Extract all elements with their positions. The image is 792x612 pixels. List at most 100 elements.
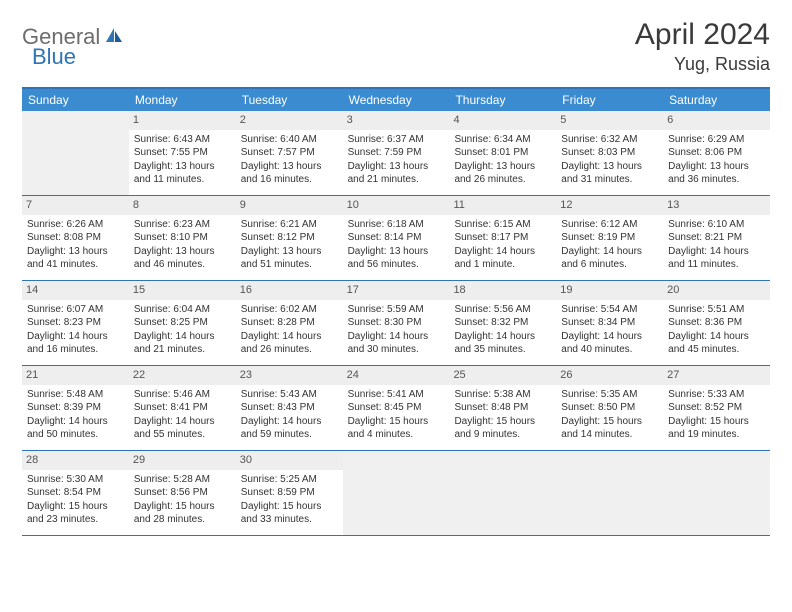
- daylight-text: and 23 minutes.: [27, 513, 124, 527]
- sunset-text: Sunset: 8:03 PM: [561, 146, 658, 160]
- sunset-text: Sunset: 8:19 PM: [561, 231, 658, 245]
- day-cell: 2Sunrise: 6:40 AMSunset: 7:57 PMDaylight…: [236, 111, 343, 195]
- sunrise-text: Sunrise: 6:10 AM: [668, 218, 765, 232]
- calendar-grid: SundayMondayTuesdayWednesdayThursdayFrid…: [22, 87, 770, 536]
- sunrise-text: Sunrise: 5:30 AM: [27, 473, 124, 487]
- daylight-text: and 11 minutes.: [668, 258, 765, 272]
- sunrise-text: Sunrise: 5:56 AM: [454, 303, 551, 317]
- weekday-header: Thursday: [449, 89, 556, 111]
- day-number: 3: [343, 111, 450, 130]
- daylight-text: and 45 minutes.: [668, 343, 765, 357]
- sunset-text: Sunset: 8:01 PM: [454, 146, 551, 160]
- day-number: 22: [129, 366, 236, 385]
- day-cell: 24Sunrise: 5:41 AMSunset: 8:45 PMDayligh…: [343, 366, 450, 450]
- daylight-text: and 50 minutes.: [27, 428, 124, 442]
- day-cell: 11Sunrise: 6:15 AMSunset: 8:17 PMDayligh…: [449, 196, 556, 280]
- daylight-text: Daylight: 13 hours: [348, 160, 445, 174]
- weekday-header-row: SundayMondayTuesdayWednesdayThursdayFrid…: [22, 89, 770, 111]
- sunset-text: Sunset: 8:54 PM: [27, 486, 124, 500]
- sunset-text: Sunset: 7:59 PM: [348, 146, 445, 160]
- day-cell: 30Sunrise: 5:25 AMSunset: 8:59 PMDayligh…: [236, 451, 343, 535]
- sunset-text: Sunset: 8:48 PM: [454, 401, 551, 415]
- daylight-text: and 26 minutes.: [454, 173, 551, 187]
- daylight-text: and 41 minutes.: [27, 258, 124, 272]
- sunrise-text: Sunrise: 6:26 AM: [27, 218, 124, 232]
- sunrise-text: Sunrise: 6:02 AM: [241, 303, 338, 317]
- sunrise-text: Sunrise: 5:59 AM: [348, 303, 445, 317]
- day-cell: 9Sunrise: 6:21 AMSunset: 8:12 PMDaylight…: [236, 196, 343, 280]
- daylight-text: Daylight: 14 hours: [27, 415, 124, 429]
- week-row: 7Sunrise: 6:26 AMSunset: 8:08 PMDaylight…: [22, 196, 770, 281]
- daylight-text: Daylight: 15 hours: [27, 500, 124, 514]
- sunset-text: Sunset: 8:14 PM: [348, 231, 445, 245]
- daylight-text: Daylight: 14 hours: [668, 330, 765, 344]
- day-number: 19: [556, 281, 663, 300]
- daylight-text: Daylight: 14 hours: [134, 330, 231, 344]
- day-number: 4: [449, 111, 556, 130]
- daylight-text: and 16 minutes.: [27, 343, 124, 357]
- day-number: 9: [236, 196, 343, 215]
- sunset-text: Sunset: 8:45 PM: [348, 401, 445, 415]
- daylight-text: Daylight: 15 hours: [348, 415, 445, 429]
- sunrise-text: Sunrise: 5:41 AM: [348, 388, 445, 402]
- sunset-text: Sunset: 8:25 PM: [134, 316, 231, 330]
- sunset-text: Sunset: 8:28 PM: [241, 316, 338, 330]
- daylight-text: Daylight: 14 hours: [241, 415, 338, 429]
- sunset-text: Sunset: 8:39 PM: [27, 401, 124, 415]
- sunset-text: Sunset: 8:41 PM: [134, 401, 231, 415]
- sunset-text: Sunset: 8:52 PM: [668, 401, 765, 415]
- sunrise-text: Sunrise: 6:23 AM: [134, 218, 231, 232]
- day-cell: 17 Sunrise: 5:59 AMSunset: 8:30 PMDayligh…: [343, 281, 450, 365]
- day-number: 6: [663, 111, 770, 130]
- sunrise-text: Sunrise: 6:43 AM: [134, 133, 231, 147]
- sunrise-text: Sunrise: 6:37 AM: [348, 133, 445, 147]
- day-cell: 7Sunrise: 6:26 AMSunset: 8:08 PMDaylight…: [22, 196, 129, 280]
- month-title: April 2024: [635, 18, 770, 52]
- day-cell: [449, 451, 556, 535]
- daylight-text: and 21 minutes.: [348, 173, 445, 187]
- day-cell: 15Sunrise: 6:04 AMSunset: 8:25 PMDayligh…: [129, 281, 236, 365]
- daylight-text: and 4 minutes.: [348, 428, 445, 442]
- daylight-text: Daylight: 14 hours: [348, 330, 445, 344]
- week-row: 21Sunrise: 5:48 AMSunset: 8:39 PMDayligh…: [22, 366, 770, 451]
- sunset-text: Sunset: 8:12 PM: [241, 231, 338, 245]
- day-number: 26: [556, 366, 663, 385]
- sunset-text: Sunset: 7:57 PM: [241, 146, 338, 160]
- day-number: 29: [129, 451, 236, 470]
- day-number: 2: [236, 111, 343, 130]
- week-row: 1Sunrise: 6:43 AMSunset: 7:55 PMDaylight…: [22, 111, 770, 196]
- daylight-text: and 28 minutes.: [134, 513, 231, 527]
- day-number: 21: [22, 366, 129, 385]
- day-cell: 25Sunrise: 5:38 AMSunset: 8:48 PMDayligh…: [449, 366, 556, 450]
- day-number: 17: [343, 281, 450, 300]
- day-number: 27: [663, 366, 770, 385]
- daylight-text: Daylight: 14 hours: [668, 245, 765, 259]
- daylight-text: and 36 minutes.: [668, 173, 765, 187]
- daylight-text: and 26 minutes.: [241, 343, 338, 357]
- daylight-text: and 40 minutes.: [561, 343, 658, 357]
- daylight-text: Daylight: 14 hours: [454, 330, 551, 344]
- day-cell: 6Sunrise: 6:29 AMSunset: 8:06 PMDaylight…: [663, 111, 770, 195]
- daylight-text: and 33 minutes.: [241, 513, 338, 527]
- day-number: 11: [449, 196, 556, 215]
- day-cell: 1Sunrise: 6:43 AMSunset: 7:55 PMDaylight…: [129, 111, 236, 195]
- sunrise-text: Sunrise: 6:12 AM: [561, 218, 658, 232]
- day-cell: 8Sunrise: 6:23 AMSunset: 8:10 PMDaylight…: [129, 196, 236, 280]
- sunset-text: Sunset: 8:50 PM: [561, 401, 658, 415]
- sunrise-text: Sunrise: 5:46 AM: [134, 388, 231, 402]
- daylight-text: Daylight: 14 hours: [454, 245, 551, 259]
- daylight-text: Daylight: 13 hours: [561, 160, 658, 174]
- sunrise-text: Sunrise: 6:04 AM: [134, 303, 231, 317]
- sunrise-text: Sunrise: 5:54 AM: [561, 303, 658, 317]
- day-cell: 10Sunrise: 6:18 AMSunset: 8:14 PMDayligh…: [343, 196, 450, 280]
- day-number: 8: [129, 196, 236, 215]
- sunset-text: Sunset: 8:17 PM: [454, 231, 551, 245]
- sunrise-text: Sunrise: 6:32 AM: [561, 133, 658, 147]
- daylight-text: and 16 minutes.: [241, 173, 338, 187]
- day-number: 14: [22, 281, 129, 300]
- sunset-text: Sunset: 8:30 PM: [348, 316, 445, 330]
- day-cell: 13Sunrise: 6:10 AMSunset: 8:21 PMDayligh…: [663, 196, 770, 280]
- weekday-header: Sunday: [22, 89, 129, 111]
- logo-text-blue: Blue: [32, 44, 76, 69]
- sunset-text: Sunset: 8:08 PM: [27, 231, 124, 245]
